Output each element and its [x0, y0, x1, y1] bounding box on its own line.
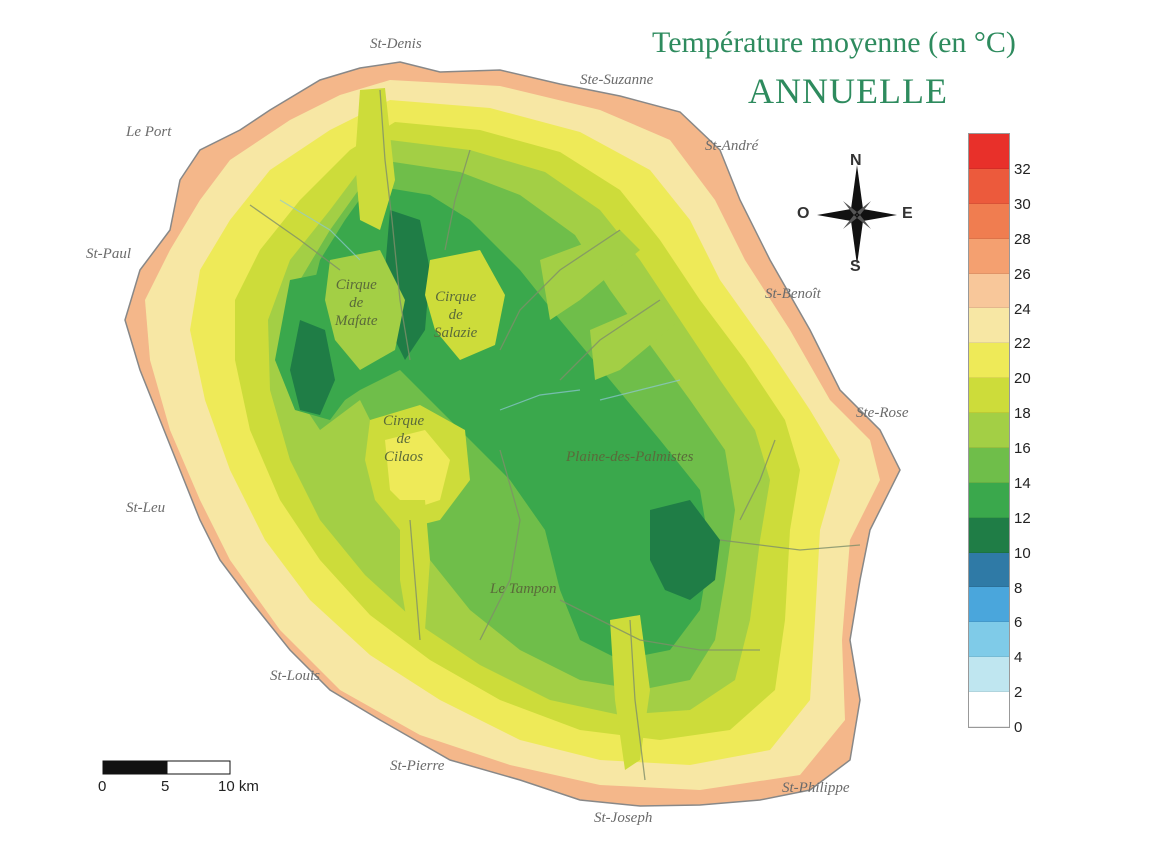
cirque-cilaos-line1: Cirque [383, 413, 425, 429]
legend-tick-label: 10 [1014, 544, 1031, 562]
scale-label-0: 0 [98, 778, 107, 795]
scale-label-5: 5 [161, 778, 170, 795]
cirque-mafate-line1: Cirque [335, 277, 377, 293]
legend-swatch-13 [969, 587, 1009, 623]
legend-swatch-12 [969, 552, 1009, 588]
place-st-paul: St-Paul [86, 246, 131, 262]
legend-tick-label: 22 [1014, 335, 1031, 353]
legend-tick-label: 4 [1014, 649, 1023, 667]
place-le-tampon: Le Tampon [490, 581, 557, 597]
legend-tick-label: 24 [1014, 300, 1031, 318]
cirque-cilaos-line2: de [396, 431, 411, 447]
compass-west: O [797, 205, 810, 222]
cirque-mafate-line3: Mafate [335, 313, 378, 329]
compass-north: N [850, 152, 862, 169]
legend-swatch-14 [969, 622, 1009, 658]
compass-rose-icon [817, 165, 897, 265]
place-st-leu: St-Leu [126, 500, 166, 516]
place-plaine-des-palmistes: Plaine-des-Palmistes [566, 449, 694, 465]
place-st-pierre: St-Pierre [390, 758, 445, 774]
map-title: Température moyenne (en °C) [652, 26, 1016, 59]
temperature-zones [145, 80, 880, 790]
legend-tick-label: 20 [1014, 370, 1031, 388]
legend-swatch-4 [969, 273, 1009, 309]
place-st-benoit: St-Benoît [765, 286, 821, 302]
legend-tick-label: 18 [1014, 405, 1031, 423]
legend-tick-label: 16 [1014, 440, 1031, 458]
legend-swatch-7 [969, 378, 1009, 413]
legend-tick-label: 14 [1014, 474, 1031, 492]
place-st-louis: St-Louis [270, 668, 321, 684]
cirque-cilaos: Cirque de Cilaos [383, 412, 424, 466]
cirque-salazie-line1: Cirque [435, 289, 477, 305]
compass-east: E [902, 205, 913, 222]
legend-swatch-10 [969, 482, 1009, 518]
cirque-mafate-line2: de [349, 295, 364, 311]
legend-tick-label: 8 [1014, 579, 1023, 597]
cirque-salazie-line3: Salazie [434, 325, 478, 341]
rivers [249, 89, 861, 781]
legend-tick-label: 12 [1014, 509, 1031, 527]
legend-swatch-8 [969, 413, 1009, 448]
legend-tick-label: 32 [1014, 161, 1031, 178]
cirque-salazie-line2: de [448, 307, 463, 323]
legend-swatch-15 [969, 657, 1009, 692]
legend-tick-label: 28 [1014, 230, 1031, 248]
map-subtitle: ANNUELLE [748, 71, 948, 111]
legend-swatch-16 [969, 692, 1009, 727]
streams [279, 199, 681, 411]
place-ste-suzanne: Ste-Suzanne [580, 72, 654, 88]
legend-swatch-6 [969, 343, 1009, 379]
cirque-salazie: Cirque de Salazie [434, 288, 477, 342]
cirque-mafate: Cirque de Mafate [335, 276, 378, 330]
place-ste-rose: Ste-Rose [856, 405, 909, 421]
legend-tick-label: 0 [1014, 719, 1023, 737]
legend-swatch-3 [969, 238, 1009, 274]
legend-swatch-1 [969, 168, 1009, 204]
place-st-denis: St-Denis [370, 36, 422, 52]
place-le-port: Le Port [126, 124, 172, 140]
legend-swatch-9 [969, 447, 1009, 483]
legend-tick-label: 26 [1014, 265, 1031, 283]
legend-tick-label: 6 [1014, 614, 1023, 632]
legend-swatch-5 [969, 308, 1009, 344]
compass-south: S [850, 258, 861, 275]
legend-swatch-0 [969, 134, 1009, 169]
temperature-legend [968, 133, 1010, 728]
place-st-philippe: St-Philippe [782, 780, 850, 796]
legend-swatch-11 [969, 517, 1009, 553]
place-st-andre: St-André [705, 138, 759, 154]
place-st-joseph: St-Joseph [594, 810, 653, 826]
scale-bar [102, 760, 231, 775]
legend-tick-label: 30 [1014, 195, 1031, 213]
legend-tick-label: 2 [1014, 684, 1023, 702]
scale-label-10: 10 km [218, 778, 259, 795]
legend-swatch-2 [969, 203, 1009, 239]
cirque-cilaos-line3: Cilaos [383, 449, 424, 465]
